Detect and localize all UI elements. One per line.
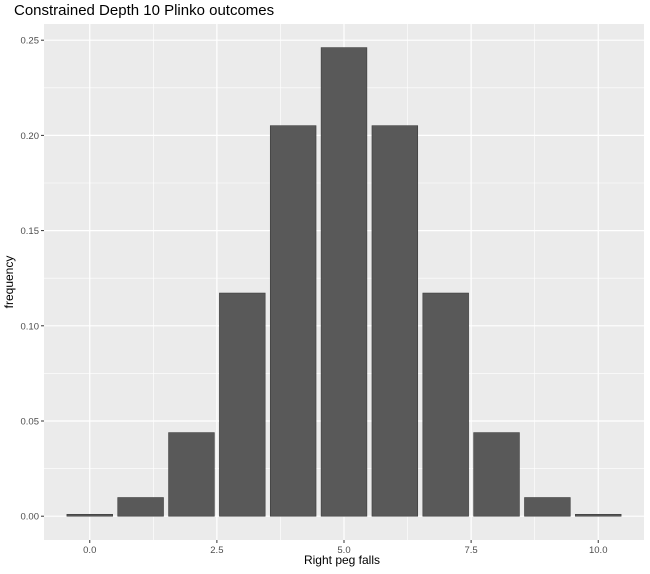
bar: [371, 125, 419, 517]
bars: [66, 47, 622, 517]
bar: [117, 497, 164, 517]
bar: [524, 497, 571, 517]
y-axis-title: frequency: [2, 256, 16, 309]
y-tick-label: 0.10: [21, 321, 40, 332]
bar: [168, 432, 215, 517]
bar: [269, 125, 317, 517]
x-tick-label: 7.5: [465, 545, 478, 556]
x-tick-label: 2.5: [210, 545, 223, 556]
y-tick-label: 0.05: [21, 416, 40, 427]
y-tick-label: 0.20: [21, 131, 40, 142]
bar: [66, 513, 113, 517]
bar: [219, 292, 266, 517]
y-tick-label: 0.00: [21, 512, 40, 523]
x-axis-title: Right peg falls: [304, 553, 380, 567]
x-axis: 0.0 2.5 5.0 7.5 10.0: [83, 540, 607, 556]
x-tick-label: 5.0: [337, 545, 350, 556]
bar: [320, 47, 368, 517]
bar: [422, 292, 469, 517]
bar: [575, 513, 622, 517]
y-tick-label: 0.15: [21, 226, 40, 237]
y-axis: 0.00 0.05 0.10 0.15 0.20 0.25: [21, 36, 44, 523]
bar: [473, 432, 520, 517]
x-tick-label: 0.0: [83, 545, 96, 556]
chart-title: Constrained Depth 10 Plinko outcomes: [14, 2, 274, 19]
y-tick-label: 0.25: [21, 36, 40, 47]
x-tick-label: 10.0: [589, 545, 608, 556]
